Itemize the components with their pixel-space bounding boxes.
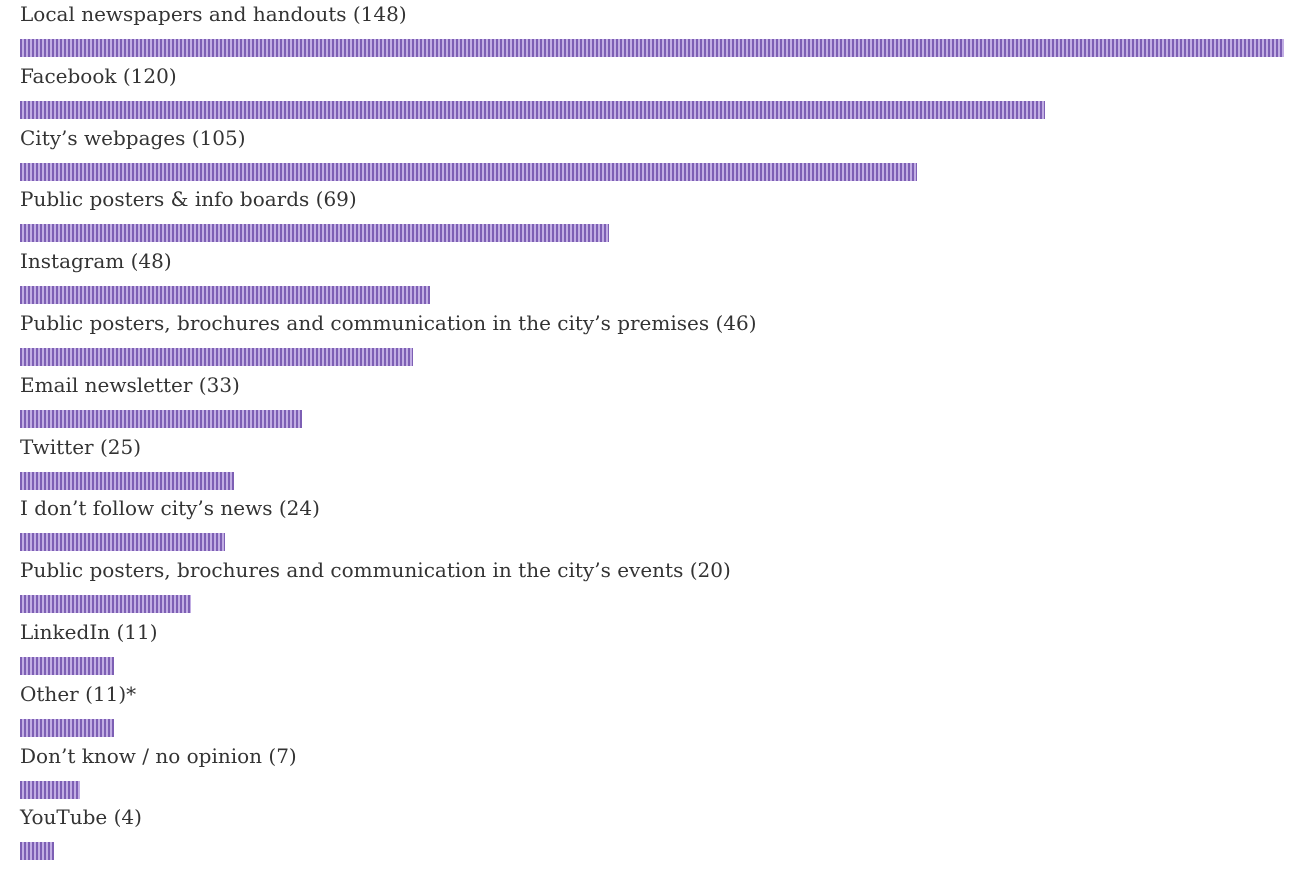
- bar: [20, 842, 54, 861]
- bar: [20, 657, 114, 675]
- bar: [20, 348, 413, 366]
- bar: [20, 533, 225, 552]
- category-label: Email newsletter (33): [20, 372, 240, 397]
- category-label: Facebook (120): [20, 63, 177, 88]
- category-label: Local newspapers and handouts (148): [20, 2, 407, 26]
- bar: [20, 100, 1045, 119]
- bar: [20, 162, 917, 181]
- category-label: Public posters, brochures and communicat…: [20, 311, 757, 335]
- category-label: Public posters & info boards (69): [20, 187, 357, 212]
- bar: [20, 718, 114, 737]
- category-label: YouTube (4): [20, 805, 142, 830]
- category-label: Twitter (25): [20, 434, 142, 459]
- bar: [20, 409, 302, 428]
- category-label: Instagram (48): [20, 249, 172, 274]
- category-label: Public posters, brochures and communicat…: [20, 558, 731, 583]
- bar: [20, 224, 609, 243]
- bar: [20, 286, 430, 305]
- category-label: Don’t know / no opinion (7): [20, 743, 297, 768]
- category-label: City’s webpages (105): [20, 125, 246, 150]
- bar: [20, 39, 1284, 57]
- category-label: I don’t follow city’s news (24): [20, 496, 320, 521]
- category-label: LinkedIn (11): [20, 620, 158, 644]
- category-label: Other (11)*: [20, 681, 137, 706]
- bar: [20, 595, 191, 614]
- bar: [20, 471, 234, 490]
- bar: [20, 780, 80, 799]
